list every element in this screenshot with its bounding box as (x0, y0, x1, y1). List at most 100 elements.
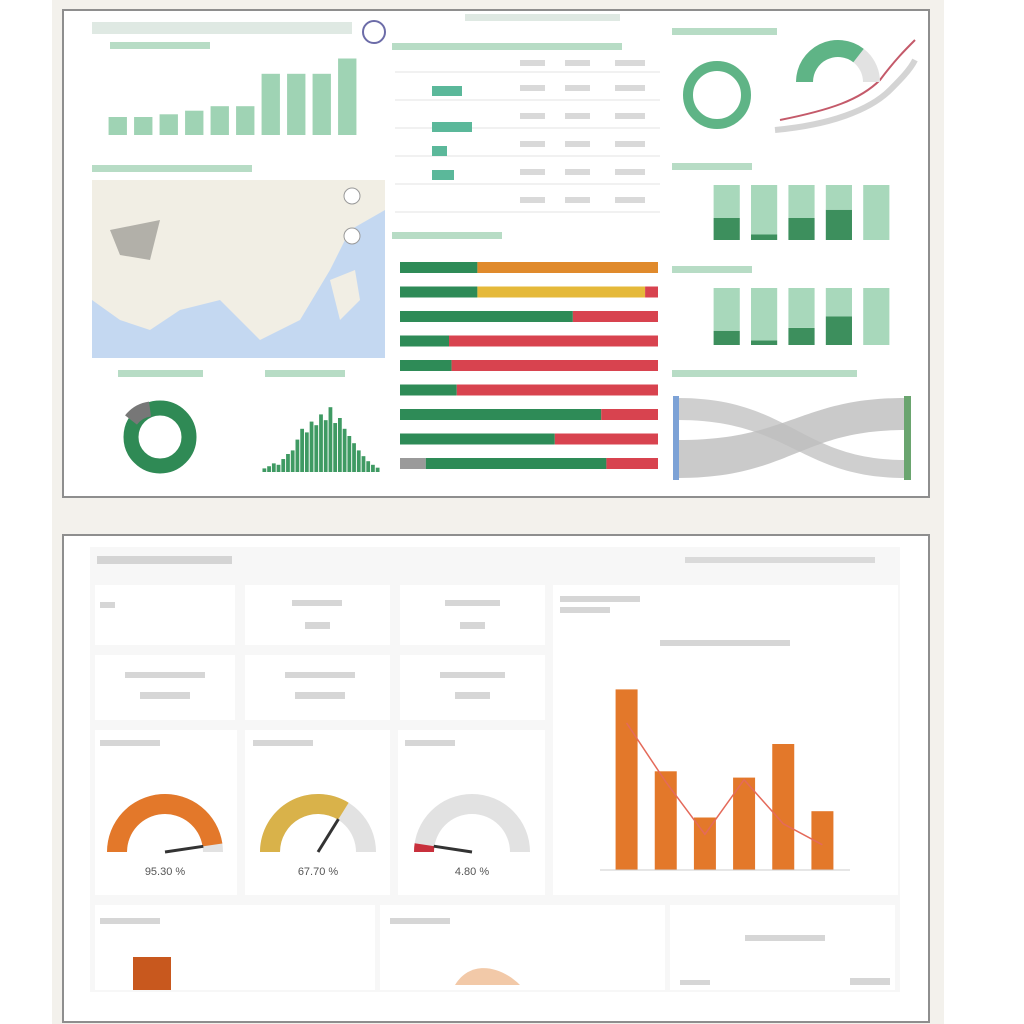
decoration (615, 113, 645, 119)
bar-segment (400, 433, 555, 445)
bar (333, 423, 338, 472)
column-segment (788, 327, 815, 345)
bar-segment (400, 286, 478, 298)
decoration (95, 655, 235, 720)
bar (108, 117, 127, 135)
column-segment (788, 185, 815, 218)
bar-segment (400, 384, 457, 396)
decoration (520, 141, 545, 147)
line (625, 722, 823, 846)
decoration (110, 220, 160, 260)
gauge-needle (164, 844, 204, 854)
decoration (680, 980, 710, 985)
gauge-needle (316, 818, 340, 853)
column-segment (713, 330, 740, 345)
decoration (432, 170, 454, 180)
decoration (670, 905, 895, 990)
decoration (305, 622, 330, 629)
gauge-fill (260, 794, 349, 852)
decoration (92, 180, 385, 340)
decoration (265, 370, 345, 377)
decoration (460, 622, 485, 629)
bar (323, 420, 328, 472)
bar (262, 468, 267, 472)
decoration (343, 227, 361, 245)
bar (261, 73, 280, 135)
bar (312, 73, 331, 135)
bar (286, 454, 290, 472)
bar-segment (400, 360, 452, 371)
decoration (565, 60, 590, 66)
bar (133, 957, 171, 990)
decoration (672, 370, 857, 377)
column-segment (751, 185, 778, 235)
column-segment (825, 185, 852, 210)
decoration (432, 86, 472, 180)
decoration (465, 14, 620, 21)
gauge-fill (107, 793, 223, 852)
column-segment (751, 340, 778, 345)
bar-segment (451, 360, 658, 371)
decoration (673, 396, 679, 480)
bar (304, 432, 309, 472)
decoration (565, 169, 590, 175)
bar-segment (572, 311, 658, 322)
bar (290, 450, 295, 472)
decoration (779, 39, 916, 121)
bar (276, 464, 281, 472)
bar (356, 450, 361, 472)
decoration (520, 60, 645, 203)
bar-segment (554, 433, 658, 445)
decoration (660, 640, 790, 646)
bar (159, 114, 178, 135)
decoration (455, 968, 520, 985)
bar (733, 777, 756, 870)
decoration (100, 740, 160, 746)
decoration (432, 122, 472, 132)
bar (615, 689, 638, 870)
decoration (245, 585, 390, 645)
bar-segment (601, 409, 658, 420)
column-segment (863, 185, 890, 240)
bar (309, 421, 314, 472)
decoration (400, 655, 545, 720)
bar (185, 110, 204, 135)
bar (375, 467, 380, 472)
decoration (100, 918, 160, 924)
bar-segment (425, 458, 607, 469)
bar (371, 464, 375, 472)
decoration (520, 85, 545, 91)
decoration (685, 557, 875, 563)
bar (281, 459, 286, 472)
decoration (392, 43, 622, 50)
decoration (672, 266, 752, 273)
decoration (285, 672, 355, 678)
bar (328, 407, 333, 472)
column-segment (788, 288, 815, 328)
column-segment (751, 234, 778, 240)
decoration (125, 672, 205, 678)
bar (287, 73, 306, 135)
decoration (380, 905, 665, 990)
decoration (440, 672, 505, 678)
decoration (405, 740, 455, 746)
decoration (100, 602, 115, 608)
bar (347, 436, 352, 472)
bar (338, 58, 357, 135)
decoration (850, 978, 890, 985)
bar (366, 461, 371, 472)
decoration (745, 935, 825, 941)
gauge-label: 67.70 % (298, 866, 339, 878)
decoration (118, 370, 203, 377)
decoration (615, 141, 645, 147)
decoration (683, 61, 751, 129)
top-dashboard (62, 9, 930, 498)
bar-segment (400, 409, 602, 420)
decoration (100, 596, 890, 985)
column-segment (825, 288, 852, 317)
bar (134, 117, 153, 135)
decoration (292, 600, 342, 606)
decoration (560, 596, 640, 602)
column-segment (751, 288, 778, 341)
